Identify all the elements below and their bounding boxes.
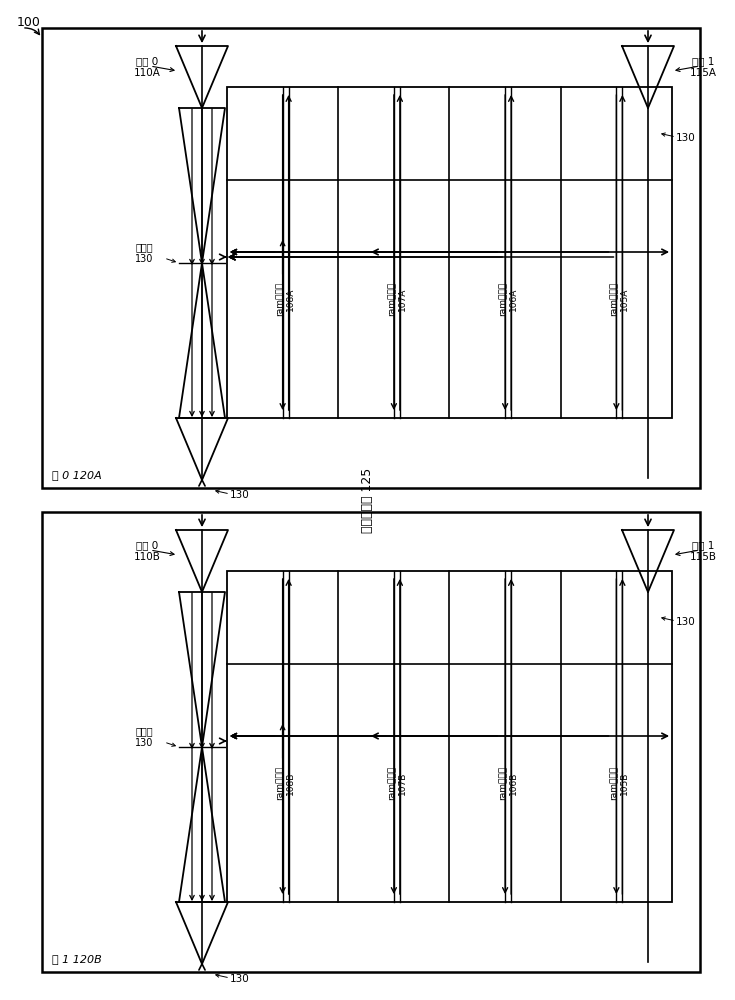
- Text: 130: 130: [230, 974, 250, 984]
- Bar: [227, 571, 672, 902]
- Text: 複用器
130: 複用器 130: [135, 242, 153, 264]
- Text: ram单元组
105A: ram单元组 105A: [609, 282, 629, 316]
- Polygon shape: [176, 902, 228, 964]
- Bar: [42, 28, 700, 488]
- Text: 130: 130: [676, 617, 696, 627]
- Text: 小型解碼器 125: 小型解碼器 125: [362, 467, 375, 533]
- Polygon shape: [179, 747, 225, 902]
- Text: ram单元组
107B: ram单元组 107B: [387, 766, 406, 800]
- Text: 130: 130: [230, 490, 250, 500]
- Bar: [42, 512, 700, 972]
- Text: 複用器
130: 複用器 130: [135, 726, 153, 748]
- Polygon shape: [179, 108, 225, 263]
- Polygon shape: [622, 530, 674, 592]
- Text: ram单元组
108A: ram单元组 108A: [276, 282, 295, 316]
- Polygon shape: [179, 592, 225, 747]
- Text: ram单元组
105B: ram单元组 105B: [609, 766, 629, 800]
- Text: ram单元组
106A: ram单元组 106A: [498, 282, 518, 316]
- Text: 代理 1
115A: 代理 1 115A: [689, 56, 717, 78]
- Polygon shape: [176, 418, 228, 480]
- Text: 130: 130: [676, 133, 696, 143]
- Text: 代理 1
115B: 代理 1 115B: [689, 540, 717, 562]
- Text: 100: 100: [17, 15, 41, 28]
- Text: 路 0 120A: 路 0 120A: [52, 470, 101, 480]
- Bar: [227, 87, 672, 418]
- Text: 路 1 120B: 路 1 120B: [52, 954, 101, 964]
- Polygon shape: [622, 46, 674, 108]
- Text: 代理 0
110A: 代理 0 110A: [134, 56, 160, 78]
- Text: 代理 0
110B: 代理 0 110B: [134, 540, 160, 562]
- Text: ram单元组
106B: ram单元组 106B: [498, 766, 518, 800]
- Polygon shape: [176, 530, 228, 592]
- Text: ram单元组
108B: ram单元组 108B: [276, 766, 295, 800]
- Polygon shape: [176, 46, 228, 108]
- Polygon shape: [179, 263, 225, 418]
- Text: ram单元组
107A: ram单元组 107A: [387, 282, 406, 316]
